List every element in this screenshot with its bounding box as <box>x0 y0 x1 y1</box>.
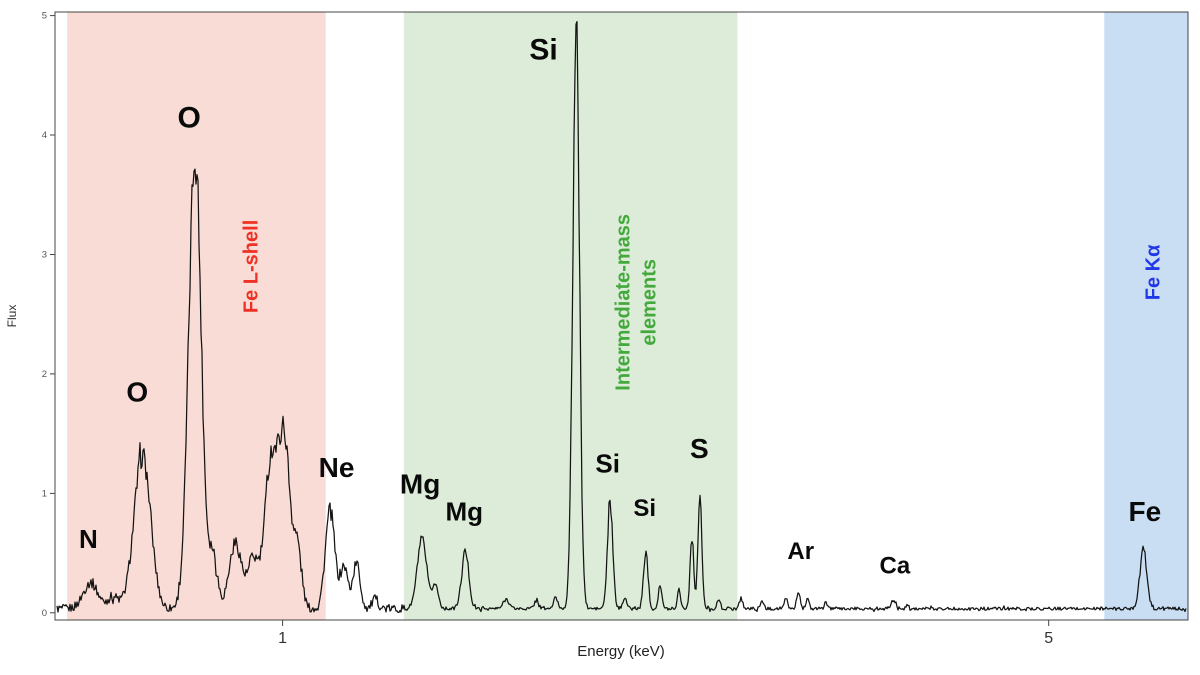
peak-label-o-2: O <box>178 102 201 135</box>
y-tick-label-2: 2 <box>42 369 47 380</box>
band-fe-l-shell <box>67 12 326 620</box>
y-tick-label-3: 3 <box>42 250 47 261</box>
peak-label-si-8: Si <box>633 495 656 522</box>
peak-label-mg-4: Mg <box>400 469 440 500</box>
band-label-fe-k-alpha: Fe Kα <box>1143 244 1165 300</box>
x-tick-label-5: 5 <box>1044 630 1053 647</box>
peak-label-si-7: Si <box>595 449 620 479</box>
y-tick-label-1: 1 <box>42 488 47 499</box>
peak-label-o-1: O <box>126 377 148 408</box>
band-label-intermediate-mass: Intermediate-mass <box>613 214 635 391</box>
spectrum-line <box>56 20 1187 614</box>
peak-label-ne-3: Ne <box>319 452 355 483</box>
peak-label-fe-12: Fe <box>1129 496 1162 527</box>
peak-label-si-6: Si <box>529 34 557 67</box>
y-tick-label-4: 4 <box>42 130 47 141</box>
y-tick-label-5: 5 <box>42 11 47 22</box>
plot-frame <box>54 11 1189 621</box>
peak-label-n-0: N <box>79 524 98 554</box>
peak-label-ca-11: Ca <box>880 553 911 580</box>
band-intermediate-mass <box>403 12 738 620</box>
y-axis-label: Flux <box>5 305 19 328</box>
peak-label-mg-5: Mg <box>446 496 484 526</box>
shaded-bands: Fe L-shell Intermediate-mass elements Fe Kα <box>67 12 1188 620</box>
spectrum-trace <box>56 20 1187 614</box>
peak-label-s-9: S <box>690 433 709 464</box>
x-axis-label: Energy (keV) <box>577 643 665 660</box>
y-tick-label-0: 0 <box>42 608 47 619</box>
peak-label-ar-10: Ar <box>787 538 814 565</box>
band-label-fe-l-shell: Fe L-shell <box>241 220 263 313</box>
band-fe-k-alpha <box>1104 12 1188 620</box>
x-tick-label-1: 1 <box>278 630 287 647</box>
band-label-intermediate-mass: elements <box>639 259 661 346</box>
axes: 0 1 2 3 4 5 1 5 <box>42 11 1189 647</box>
